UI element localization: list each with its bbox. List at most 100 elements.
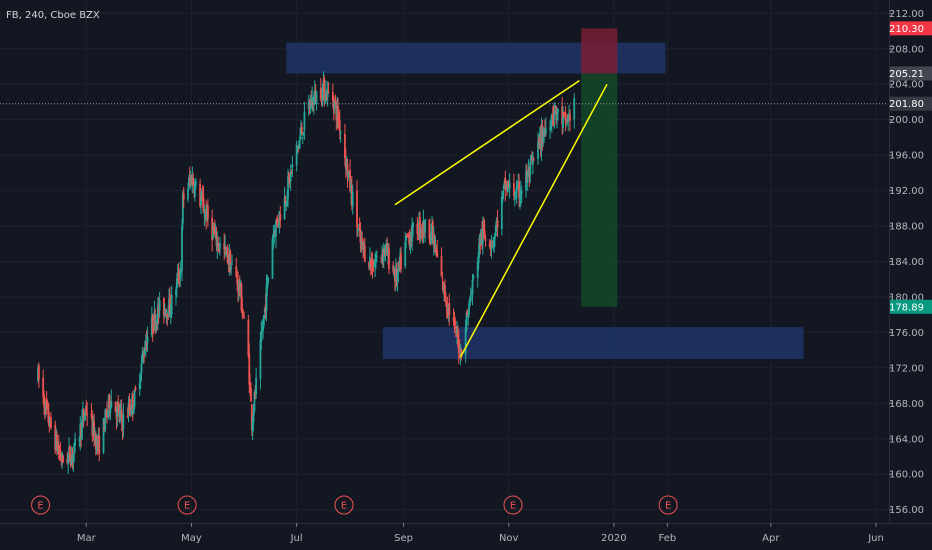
candle-up xyxy=(156,305,159,324)
candle-down xyxy=(38,366,40,380)
candle-up xyxy=(109,407,112,413)
candle-up xyxy=(133,390,136,407)
candle-down xyxy=(57,444,60,452)
candle-down xyxy=(363,245,366,262)
candle-down xyxy=(441,277,444,279)
candle-up xyxy=(138,382,141,390)
candle-down xyxy=(60,457,63,462)
candle-up xyxy=(265,284,268,311)
candle-down xyxy=(346,163,349,177)
earnings-marker-circle xyxy=(177,495,197,515)
x-tick-label: Mar xyxy=(77,533,97,544)
candle-down xyxy=(235,266,238,277)
candle-down xyxy=(108,395,111,411)
candle-up xyxy=(412,222,414,228)
candle-down xyxy=(323,78,326,101)
candle-down xyxy=(90,413,93,417)
candle-down xyxy=(416,223,419,235)
candle-up xyxy=(252,412,255,422)
earnings-marker-label: E xyxy=(184,501,190,512)
wedge-lower-trendline[interactable] xyxy=(459,83,608,358)
candle-up xyxy=(418,219,420,234)
price-tags: 210.30 205.21 201.80 178.89 xyxy=(889,21,932,314)
price-tag-box xyxy=(890,21,932,36)
candle-up xyxy=(573,98,576,120)
x-axis[interactable]: Mar May Jul Sep Nov 2020 Feb Apr Jun xyxy=(0,523,932,544)
candle-up xyxy=(529,161,532,176)
short-position[interactable] xyxy=(581,28,618,307)
y-tick-label: 160.00 xyxy=(889,470,924,481)
wedge-upper-trendline[interactable] xyxy=(394,80,580,206)
candle-up xyxy=(261,330,264,332)
candle-up xyxy=(298,140,301,149)
candle-down xyxy=(358,226,361,231)
candle-up xyxy=(67,454,70,464)
candle-down xyxy=(538,138,540,142)
candle-down xyxy=(350,185,353,206)
candle-up xyxy=(275,221,277,238)
price-axis[interactable]: 156.00 160.00 164.00 168.00 172.00 176.00 180.… xyxy=(889,0,932,523)
candle-down xyxy=(541,125,544,144)
candle-up xyxy=(544,128,547,134)
candle-up xyxy=(180,271,183,274)
candle-down xyxy=(334,101,337,103)
candle-down xyxy=(254,391,257,395)
candle-down xyxy=(338,119,341,131)
rising-wedge[interactable] xyxy=(394,80,608,358)
candle-down xyxy=(178,277,181,280)
candle-down xyxy=(300,126,303,135)
candle-up xyxy=(194,183,196,197)
candle-down xyxy=(276,219,279,225)
candle-down xyxy=(457,332,459,339)
candle-down xyxy=(356,190,358,228)
x-tick-label: Jul xyxy=(290,533,303,544)
candle-down xyxy=(86,413,89,415)
candle-up xyxy=(146,336,149,343)
candle-down xyxy=(319,88,322,99)
candle-down xyxy=(42,377,45,397)
candle-up xyxy=(158,300,161,311)
candle-up xyxy=(296,146,299,149)
profit-target-zone[interactable] xyxy=(581,73,618,307)
candle-down xyxy=(213,230,216,234)
candle-up xyxy=(531,155,534,164)
earnings-marker-label: E xyxy=(510,501,516,512)
candle-up xyxy=(303,112,306,131)
candle-down xyxy=(406,233,408,236)
earnings-marker-circle xyxy=(334,495,354,515)
candle-up xyxy=(150,316,153,335)
candle-up xyxy=(543,131,546,136)
chart-title: FB, 240, Cboe BZX xyxy=(6,10,100,21)
candle-up xyxy=(424,219,427,233)
candle-down xyxy=(134,387,137,391)
candle-down xyxy=(372,269,375,271)
candle-up xyxy=(187,188,189,200)
candle-up xyxy=(520,190,523,194)
candle-up xyxy=(375,256,378,258)
price-tag-label: 210.30 xyxy=(889,24,924,35)
candle-up xyxy=(214,230,217,233)
candle-up xyxy=(326,88,329,98)
candle-down xyxy=(152,327,155,332)
candle-down xyxy=(249,381,251,387)
candle-down xyxy=(93,421,95,441)
candle-down xyxy=(182,193,185,200)
candle-up xyxy=(203,214,206,216)
stop-loss-zone[interactable] xyxy=(581,28,618,74)
candle-up xyxy=(434,244,437,251)
candle-up xyxy=(494,225,497,237)
candle-up xyxy=(565,123,568,125)
candle-down xyxy=(56,434,58,451)
candle-down xyxy=(488,242,491,248)
y-tick-label: 200.00 xyxy=(889,115,924,126)
candle-down xyxy=(240,283,243,311)
price-tag-box xyxy=(890,96,932,111)
candle-up xyxy=(302,131,305,136)
candle-down xyxy=(117,402,120,407)
candle-down xyxy=(69,463,72,466)
candle-up xyxy=(251,419,254,433)
y-tick-label: 164.00 xyxy=(889,434,924,445)
candle-up xyxy=(360,241,363,245)
candle-up xyxy=(307,101,310,110)
